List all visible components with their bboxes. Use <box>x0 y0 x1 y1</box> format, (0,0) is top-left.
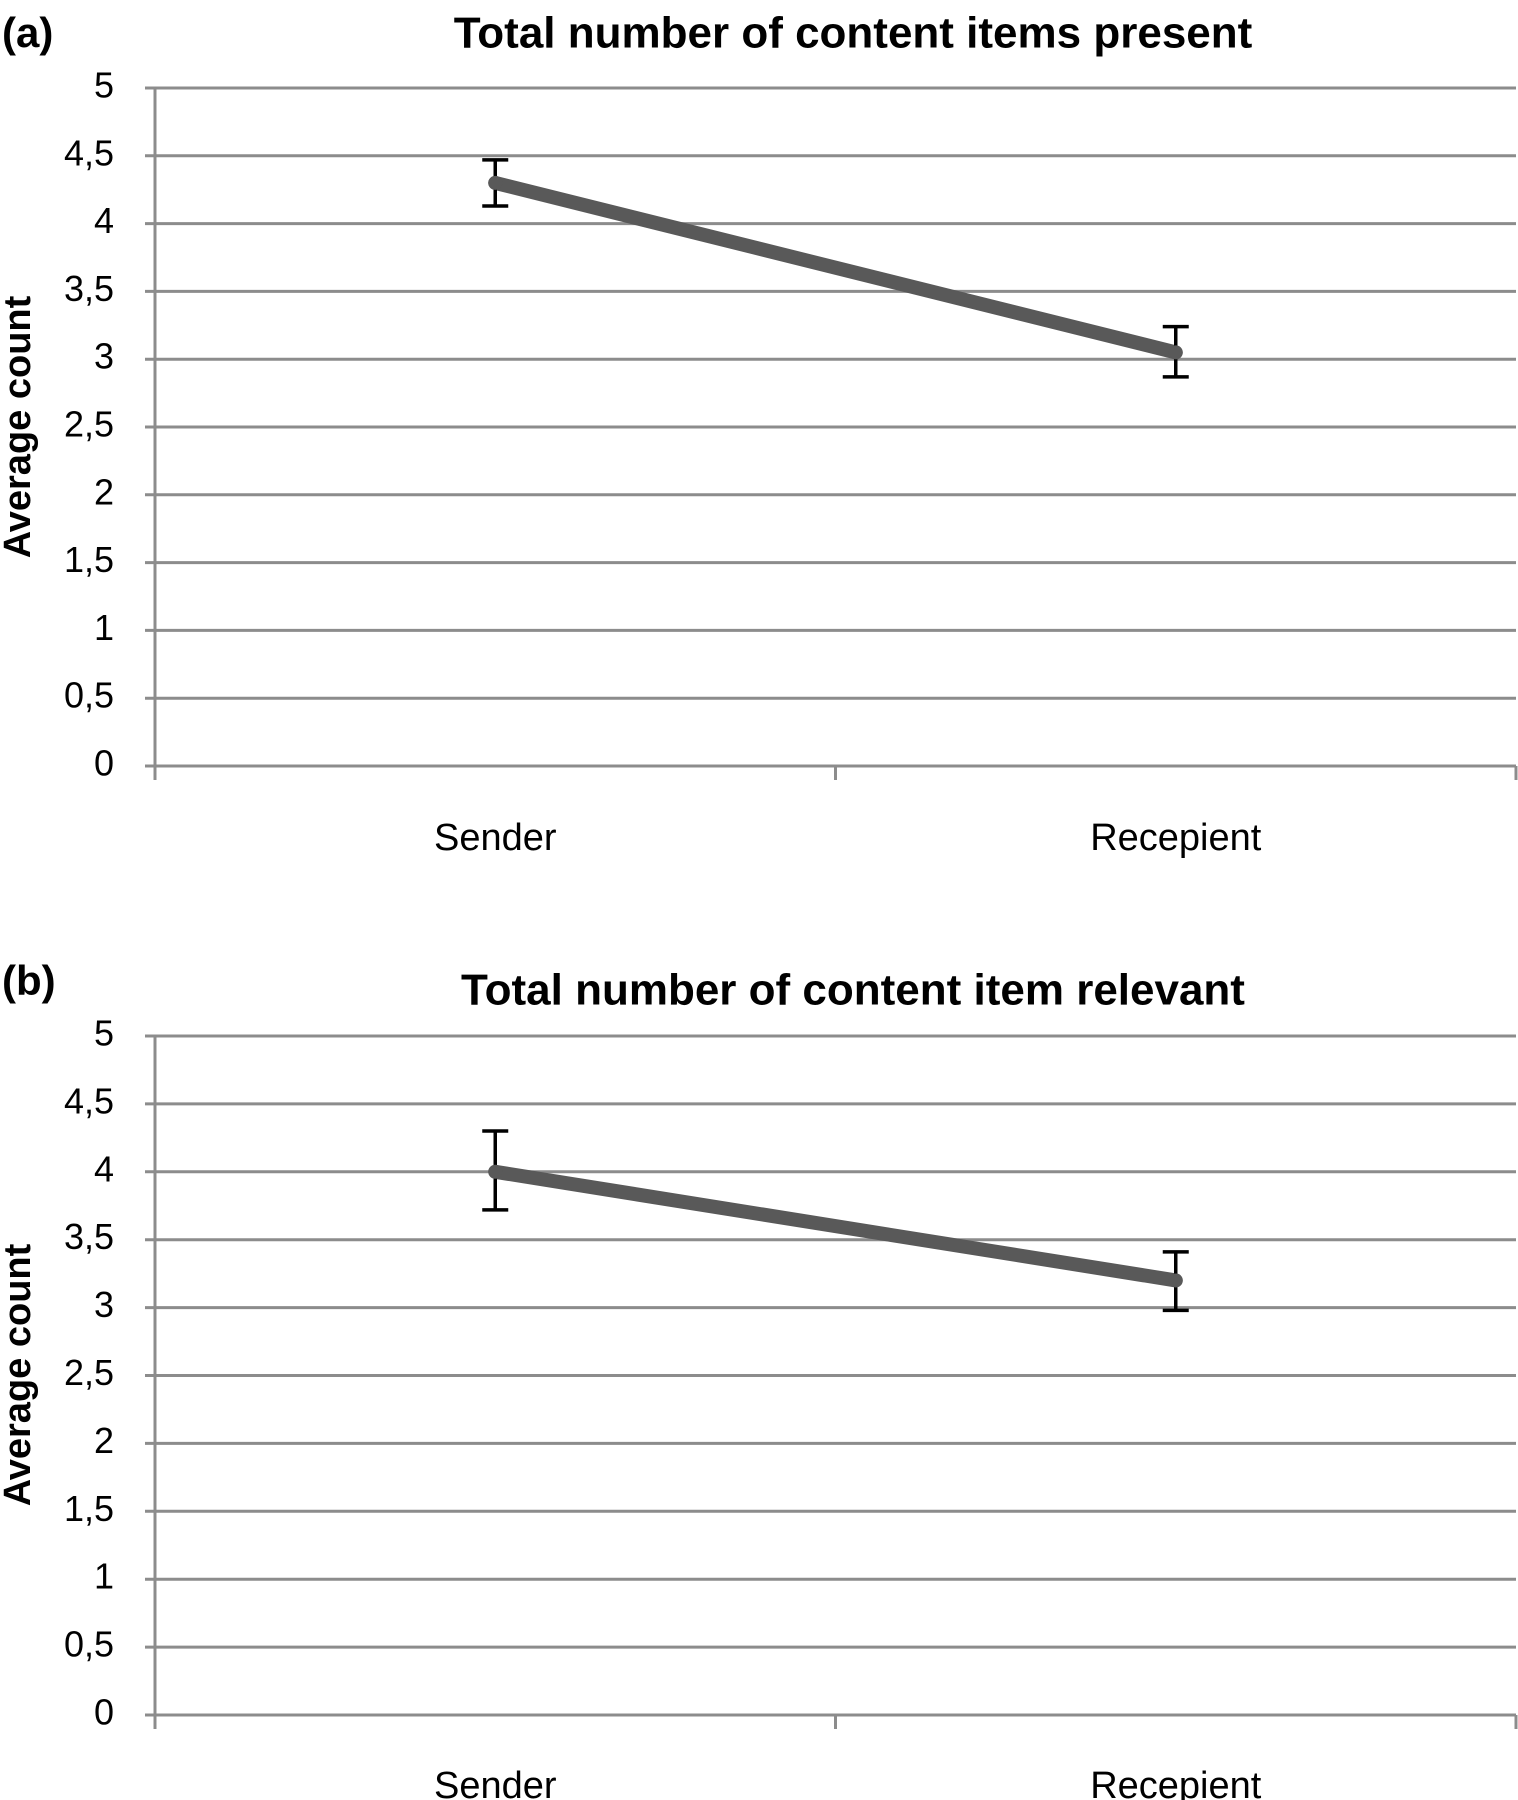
y-tick-label: 4 <box>94 200 114 241</box>
y-tick-label: 0,5 <box>64 675 114 716</box>
y-tick-label: 0 <box>94 743 114 784</box>
panel-label: (a) <box>2 9 53 56</box>
y-tick-label: 4 <box>94 1148 114 1189</box>
y-tick-label: 2 <box>94 1420 114 1461</box>
chart-title: Total number of content items present <box>454 9 1253 58</box>
y-tick-label: 3 <box>94 1284 114 1325</box>
data-point <box>488 1164 503 1179</box>
y-axis-title: Average count <box>0 1243 39 1506</box>
x-tick-label: Recepient <box>1090 817 1262 859</box>
panel-label: (b) <box>2 957 56 1004</box>
x-tick-label: Recepient <box>1090 1765 1262 1800</box>
x-tick-label: Sender <box>434 817 557 859</box>
y-tick-label: 1 <box>94 607 114 648</box>
chart-panel-b: (b) Total number of content item relevant… <box>0 957 1518 1800</box>
series-line <box>488 1164 1183 1288</box>
chart-title: Total number of content item relevant <box>461 966 1245 1015</box>
y-tick-label: 4,5 <box>64 132 114 173</box>
y-tick-label: 3,5 <box>64 268 114 309</box>
y-axis-title: Average count <box>0 295 39 558</box>
y-tick-label: 2 <box>94 471 114 512</box>
chart-panel-a: (a) Total number of content items present… <box>0 9 1518 859</box>
x-tick-label: Sender <box>434 1765 557 1800</box>
y-tick-label: 5 <box>94 65 114 106</box>
data-point <box>1168 345 1183 360</box>
y-tick-label: 2,5 <box>64 404 114 445</box>
y-tick-label: 0,5 <box>64 1624 114 1665</box>
y-tick-label: 1,5 <box>64 539 114 580</box>
data-point <box>488 175 503 190</box>
y-tick-label: 3,5 <box>64 1216 114 1257</box>
y-tick-label: 4,5 <box>64 1080 114 1121</box>
y-tick-label: 3 <box>94 336 114 377</box>
y-tick-label: 1,5 <box>64 1488 114 1529</box>
series-line <box>488 175 1183 360</box>
y-tick-label: 5 <box>94 1013 114 1054</box>
y-tick-label: 1 <box>94 1556 114 1597</box>
y-tick-label: 0 <box>94 1692 114 1733</box>
y-tick-label: 2,5 <box>64 1352 114 1393</box>
data-point <box>1168 1273 1183 1288</box>
